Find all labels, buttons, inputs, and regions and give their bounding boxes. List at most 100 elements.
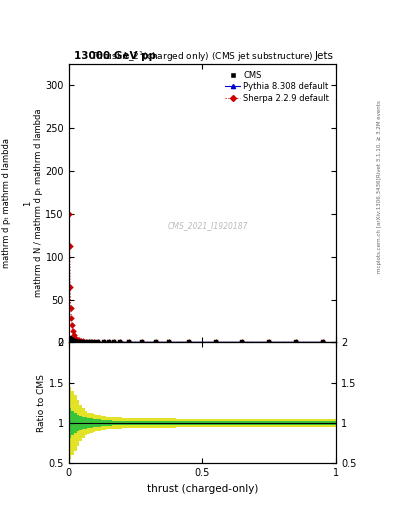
Pythia 8.308 default xyxy=(107,339,111,346)
CMS xyxy=(79,339,83,345)
Pythia 8.308 default xyxy=(213,339,218,346)
Sherpa 2.2.9 default xyxy=(69,322,74,328)
Pythia 8.308 default xyxy=(74,338,79,345)
Sherpa 2.2.9 default xyxy=(101,339,106,345)
Pythia 8.308 default xyxy=(79,339,83,345)
CMS xyxy=(77,339,81,345)
Sherpa 2.2.9 default xyxy=(96,339,101,345)
CMS xyxy=(70,338,75,344)
Sherpa 2.2.9 default xyxy=(69,315,73,322)
Sherpa 2.2.9 default xyxy=(84,338,88,345)
CMS xyxy=(153,339,158,346)
Pythia 8.308 default xyxy=(89,339,94,345)
Sherpa 2.2.9 default xyxy=(67,243,72,249)
CMS xyxy=(71,338,76,344)
Sherpa 2.2.9 default xyxy=(67,211,72,217)
Title: Thrust $\lambda\_2^1$(charged only) (CMS jet substructure): Thrust $\lambda\_2^1$(charged only) (CMS… xyxy=(91,50,314,64)
Y-axis label: mathrm d²N
mathrm d pₜ mathrm d lambda

1
mathrm d N / mathrm d pₜ mathrm d lamb: mathrm d²N mathrm d pₜ mathrm d lambda 1… xyxy=(0,109,42,297)
Pythia 8.308 default xyxy=(68,334,72,340)
Sherpa 2.2.9 default xyxy=(68,305,73,311)
Sherpa 2.2.9 default xyxy=(75,337,80,343)
Sherpa 2.2.9 default xyxy=(140,339,145,346)
Sherpa 2.2.9 default xyxy=(320,339,325,346)
CMS xyxy=(67,336,72,343)
Pythia 8.308 default xyxy=(187,339,191,346)
CMS xyxy=(67,337,72,344)
Legend: CMS, Pythia 8.308 default, Sherpa 2.2.9 default: CMS, Pythia 8.308 default, Sherpa 2.2.9 … xyxy=(223,68,332,105)
CMS xyxy=(140,339,145,346)
CMS xyxy=(294,339,298,346)
CMS xyxy=(240,339,245,346)
CMS xyxy=(320,339,325,346)
X-axis label: thrust (charged-only): thrust (charged-only) xyxy=(147,484,258,494)
CMS xyxy=(89,339,94,345)
Sherpa 2.2.9 default xyxy=(213,339,218,346)
Sherpa 2.2.9 default xyxy=(117,339,122,345)
Sherpa 2.2.9 default xyxy=(73,334,77,340)
Pythia 8.308 default xyxy=(77,339,81,345)
Pythia 8.308 default xyxy=(73,338,77,345)
Sherpa 2.2.9 default xyxy=(77,337,81,344)
Sherpa 2.2.9 default xyxy=(112,339,117,345)
Sherpa 2.2.9 default xyxy=(68,284,72,290)
Pythia 8.308 default xyxy=(127,339,131,346)
Sherpa 2.2.9 default xyxy=(74,336,79,342)
Sherpa 2.2.9 default xyxy=(89,339,94,345)
Pythia 8.308 default xyxy=(69,337,74,343)
CMS xyxy=(86,339,91,345)
Line: Pythia 8.308 default: Pythia 8.308 default xyxy=(67,335,325,345)
Pythia 8.308 default xyxy=(140,339,145,346)
Text: Jets: Jets xyxy=(314,51,333,61)
Pythia 8.308 default xyxy=(84,339,88,345)
Pythia 8.308 default xyxy=(153,339,158,346)
CMS xyxy=(187,339,191,346)
Pythia 8.308 default xyxy=(70,337,75,344)
Pythia 8.308 default xyxy=(81,339,86,345)
Pythia 8.308 default xyxy=(86,339,91,345)
Line: Sherpa 2.2.9 default: Sherpa 2.2.9 default xyxy=(67,212,325,345)
CMS xyxy=(69,337,74,343)
Pythia 8.308 default xyxy=(101,339,106,346)
CMS xyxy=(117,339,122,346)
CMS xyxy=(107,339,111,346)
CMS xyxy=(213,339,218,346)
Pythia 8.308 default xyxy=(240,339,245,346)
CMS xyxy=(84,339,88,345)
CMS xyxy=(68,336,73,342)
CMS xyxy=(167,339,171,346)
Sherpa 2.2.9 default xyxy=(294,339,298,346)
Sherpa 2.2.9 default xyxy=(127,339,131,345)
Pythia 8.308 default xyxy=(92,339,97,345)
Pythia 8.308 default xyxy=(96,339,101,345)
CMS xyxy=(75,339,80,345)
Pythia 8.308 default xyxy=(294,339,298,346)
Sherpa 2.2.9 default xyxy=(167,339,171,346)
Sherpa 2.2.9 default xyxy=(71,332,76,338)
Text: mcplots.cern.ch [arXiv:1306.3436]: mcplots.cern.ch [arXiv:1306.3436] xyxy=(377,178,382,273)
CMS xyxy=(73,338,77,345)
CMS xyxy=(81,339,86,345)
Pythia 8.308 default xyxy=(68,335,73,342)
Sherpa 2.2.9 default xyxy=(92,339,97,345)
CMS xyxy=(101,339,106,346)
CMS xyxy=(69,336,73,343)
Y-axis label: Ratio to CMS: Ratio to CMS xyxy=(37,374,46,432)
CMS xyxy=(127,339,131,346)
Pythia 8.308 default xyxy=(69,336,73,343)
Pythia 8.308 default xyxy=(112,339,117,346)
Pythia 8.308 default xyxy=(117,339,122,346)
Line: CMS: CMS xyxy=(66,336,325,345)
Sherpa 2.2.9 default xyxy=(70,328,75,334)
Sherpa 2.2.9 default xyxy=(107,339,111,345)
CMS xyxy=(96,339,101,345)
Pythia 8.308 default xyxy=(320,339,325,346)
Pythia 8.308 default xyxy=(71,338,76,344)
Sherpa 2.2.9 default xyxy=(86,339,91,345)
Sherpa 2.2.9 default xyxy=(240,339,245,346)
Text: CMS_2021_I1920187: CMS_2021_I1920187 xyxy=(167,221,248,230)
Pythia 8.308 default xyxy=(167,339,171,346)
CMS xyxy=(267,339,272,346)
Sherpa 2.2.9 default xyxy=(187,339,191,346)
CMS xyxy=(74,338,79,345)
Text: 13000 GeV pp: 13000 GeV pp xyxy=(74,51,156,61)
